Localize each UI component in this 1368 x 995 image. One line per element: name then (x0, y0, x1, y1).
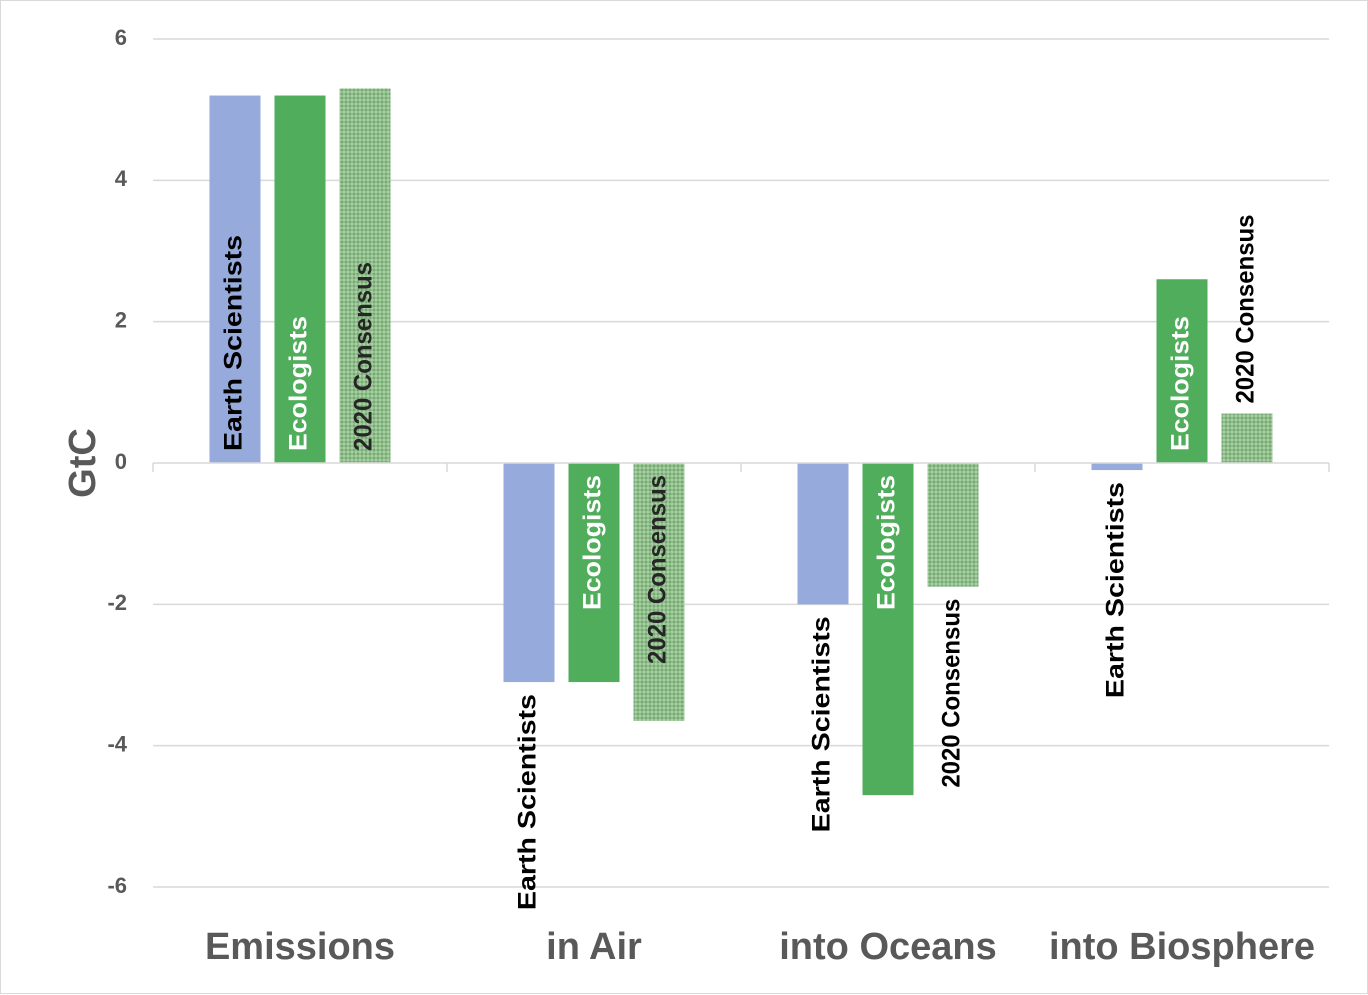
bar-2020-consensus (633, 463, 685, 721)
bar-ecologists (274, 95, 326, 464)
category-labels: Emissions in Air into Oceans into Biosphere (205, 926, 1315, 968)
category-label: into Biosphere (1049, 926, 1315, 968)
bar-earth-scientists (209, 95, 261, 464)
bar-label: Earth Scientists (220, 235, 248, 451)
y-tick-label: -4 (107, 731, 127, 756)
bar-2020-consensus (927, 463, 979, 587)
y-tick-label: 0 (115, 449, 127, 474)
bar-2020-consensus (1221, 413, 1273, 463)
bar-label: 2020 Consensus (644, 475, 672, 664)
bar-label: Ecologists (285, 316, 313, 451)
bar-label: Ecologists (579, 475, 607, 610)
category-label: into Oceans (779, 926, 997, 968)
bar-ecologists (1156, 279, 1208, 463)
bar-label: Ecologists (873, 475, 901, 610)
bar-2020-consensus (339, 88, 391, 463)
y-tick-label: 2 (115, 307, 127, 332)
bar-label: Earth Scientists (1102, 482, 1130, 698)
y-tick-label: 4 (115, 166, 128, 191)
bar-label: Earth Scientists (808, 616, 836, 832)
y-tick-label: -6 (107, 873, 127, 898)
y-axis-ticks: 6 4 2 0 -2 -4 -6 (107, 25, 127, 898)
bar-earth-scientists (1091, 463, 1143, 471)
zero-axis (152, 462, 1330, 472)
bar-label: Earth Scientists (514, 694, 542, 910)
bar-label: Ecologists (1167, 316, 1195, 451)
bar-ecologists (568, 463, 620, 683)
bar-ecologists (862, 463, 914, 796)
bar-earth-scientists (797, 463, 849, 605)
bars: Earth Scientists Earth Scientists Earth Sc… (209, 88, 1273, 910)
y-tick-label: -2 (107, 590, 127, 615)
y-axis-label: GtC (62, 428, 104, 498)
category-label: Emissions (205, 926, 395, 968)
bar-label: 2020 Consensus (350, 262, 378, 451)
y-tick-label: 6 (115, 25, 127, 50)
bar-label: 2020 Consensus (938, 599, 966, 788)
bar-earth-scientists (503, 463, 555, 683)
category-label: in Air (546, 926, 642, 968)
bar-label: 2020 Consensus (1232, 215, 1260, 404)
